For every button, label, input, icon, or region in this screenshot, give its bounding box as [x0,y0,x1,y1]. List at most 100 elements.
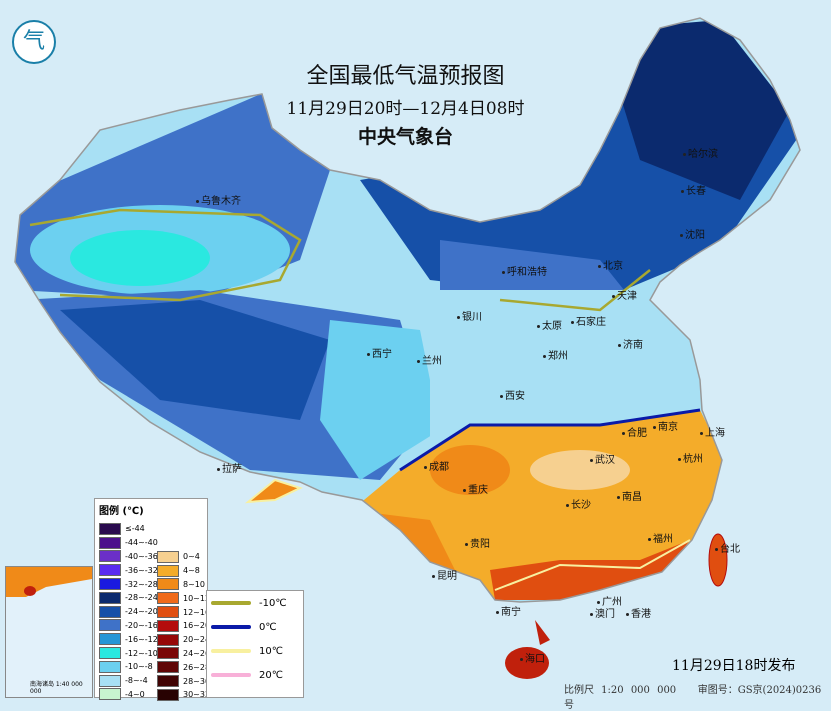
city-label: 南昌 [617,488,642,503]
isotherm-legend: -10℃ 0℃ 10℃ 20℃ [206,590,304,698]
legend-label: 16~20 [183,621,211,631]
legend-item: 28~30 [157,674,210,688]
tibet-south-warm-area [244,478,303,504]
legend-item: 12~16 [157,605,210,619]
legend-label: -24~-20 [125,607,158,617]
legend-item: -4~0 [99,688,158,702]
legend-item: 0~4 [157,550,210,564]
city-label: 哈尔滨 [683,145,718,160]
city-label: 天津 [612,287,637,302]
legend-label: -12~-10 [125,648,158,658]
forecast-period: 11月29日20时—12月4日08时 [286,99,525,119]
legend-label: 8~10 [183,579,205,589]
legend-item: 24~26 [157,647,210,661]
legend-swatch [157,647,179,660]
legend-swatch [157,633,179,646]
scale: 比例尺 1:20 000 000 [564,685,677,696]
city-label: 呼和浩特 [502,263,547,278]
legend-item: -20~-16 [99,619,158,633]
isotherm-label: -10℃ [259,597,287,609]
legend-item: -36~-32 [99,563,158,577]
legend-label: -8~-4 [125,676,148,686]
legend-label: -44~-40 [125,538,158,548]
inset-caption: 南海诸岛 1:40 000 000 [30,681,83,695]
map-footer: 比例尺 1:20 000 000 审图号：GS京(2024)0236号 [564,681,831,711]
legend-swatch [99,605,121,618]
legend-swatch [99,564,121,577]
leizhou-peninsula [535,620,550,645]
legend-item: 4~8 [157,564,210,578]
legend-label: 4~8 [183,566,200,576]
legend: 图例 (℃) ≤-44 -44~-40 -40~-36 -36~-32 -32~-28 -… [94,498,211,701]
city-label: 成都 [424,458,449,473]
legend-swatch [157,675,179,688]
south-china-sea-inset: 南海诸岛 1:40 000 000 [5,566,93,698]
legend-swatch [157,592,179,605]
legend-label: -4~0 [125,689,145,699]
legend-swatch [99,660,121,673]
legend-label: 28~30 [183,676,211,686]
legend-label: -28~-24 [125,593,158,603]
city-label: 福州 [648,530,673,545]
isotherm-item: 10℃ [207,639,303,663]
isotherm-line [211,625,251,629]
city-label: 昆明 [432,567,457,582]
legend-label: 24~26 [183,648,211,658]
city-label: 拉萨 [217,460,242,475]
legend-swatch [99,591,121,604]
legend-label: 30~32 [183,690,211,700]
map-title: 全国最低气温预报图 [306,64,505,89]
city-label: 杭州 [678,450,703,465]
legend-swatch [157,564,179,577]
legend-item: -44~-40 [99,536,158,550]
isotherm-item: -10℃ [207,591,303,615]
legend-swatch [99,619,121,632]
city-label: 西宁 [367,345,392,360]
isotherm-line [211,673,251,677]
legend-swatch [157,619,179,632]
city-label: 银川 [457,308,482,323]
isotherm-label: 0℃ [259,621,277,633]
city-label: 合肥 [622,424,647,439]
legend-item: 10~12 [157,591,210,605]
legend-item: -8~-4 [99,674,158,688]
legend-label: 10~12 [183,593,211,603]
legend-swatch [99,550,121,563]
isotherm-line [211,601,251,605]
legend-label: -40~-36 [125,551,158,561]
city-label: 兰州 [417,352,442,367]
legend-swatch [99,633,121,646]
city-label: 香港 [626,605,651,620]
legend-swatch [157,661,179,674]
legend-item: -32~-28 [99,577,158,591]
legend-swatch [157,606,179,619]
legend-item: 26~28 [157,660,210,674]
city-label: 南宁 [496,603,521,618]
city-label: 南京 [653,418,678,433]
city-label: 石家庄 [571,313,606,328]
legend-item: -40~-36 [99,550,158,564]
legend-item: -16~-12 [99,632,158,646]
city-label: 济南 [618,336,643,351]
legend-swatch [157,578,179,591]
city-label: 乌鲁木齐 [196,192,241,207]
legend-item: -10~-8 [99,660,158,674]
legend-label: 12~16 [183,607,211,617]
legend-item: -24~-20 [99,605,158,619]
issuer: 中央气象台 [357,126,453,148]
legend-item: -28~-24 [99,591,158,605]
city-label: 武汉 [590,451,615,466]
legend-swatch [99,536,121,549]
isotherm-item: 20℃ [207,663,303,687]
city-label: 西安 [500,387,525,402]
city-label: 长沙 [566,496,591,511]
legend-label: -36~-32 [125,565,158,575]
legend-label: -16~-12 [125,634,158,644]
city-label: 海口 [520,650,545,665]
isotherm-item: 0℃ [207,615,303,639]
city-label: 上海 [700,424,725,439]
isotherm-line [211,649,251,653]
legend-label: -20~-16 [125,620,158,630]
legend-swatch [99,578,121,591]
